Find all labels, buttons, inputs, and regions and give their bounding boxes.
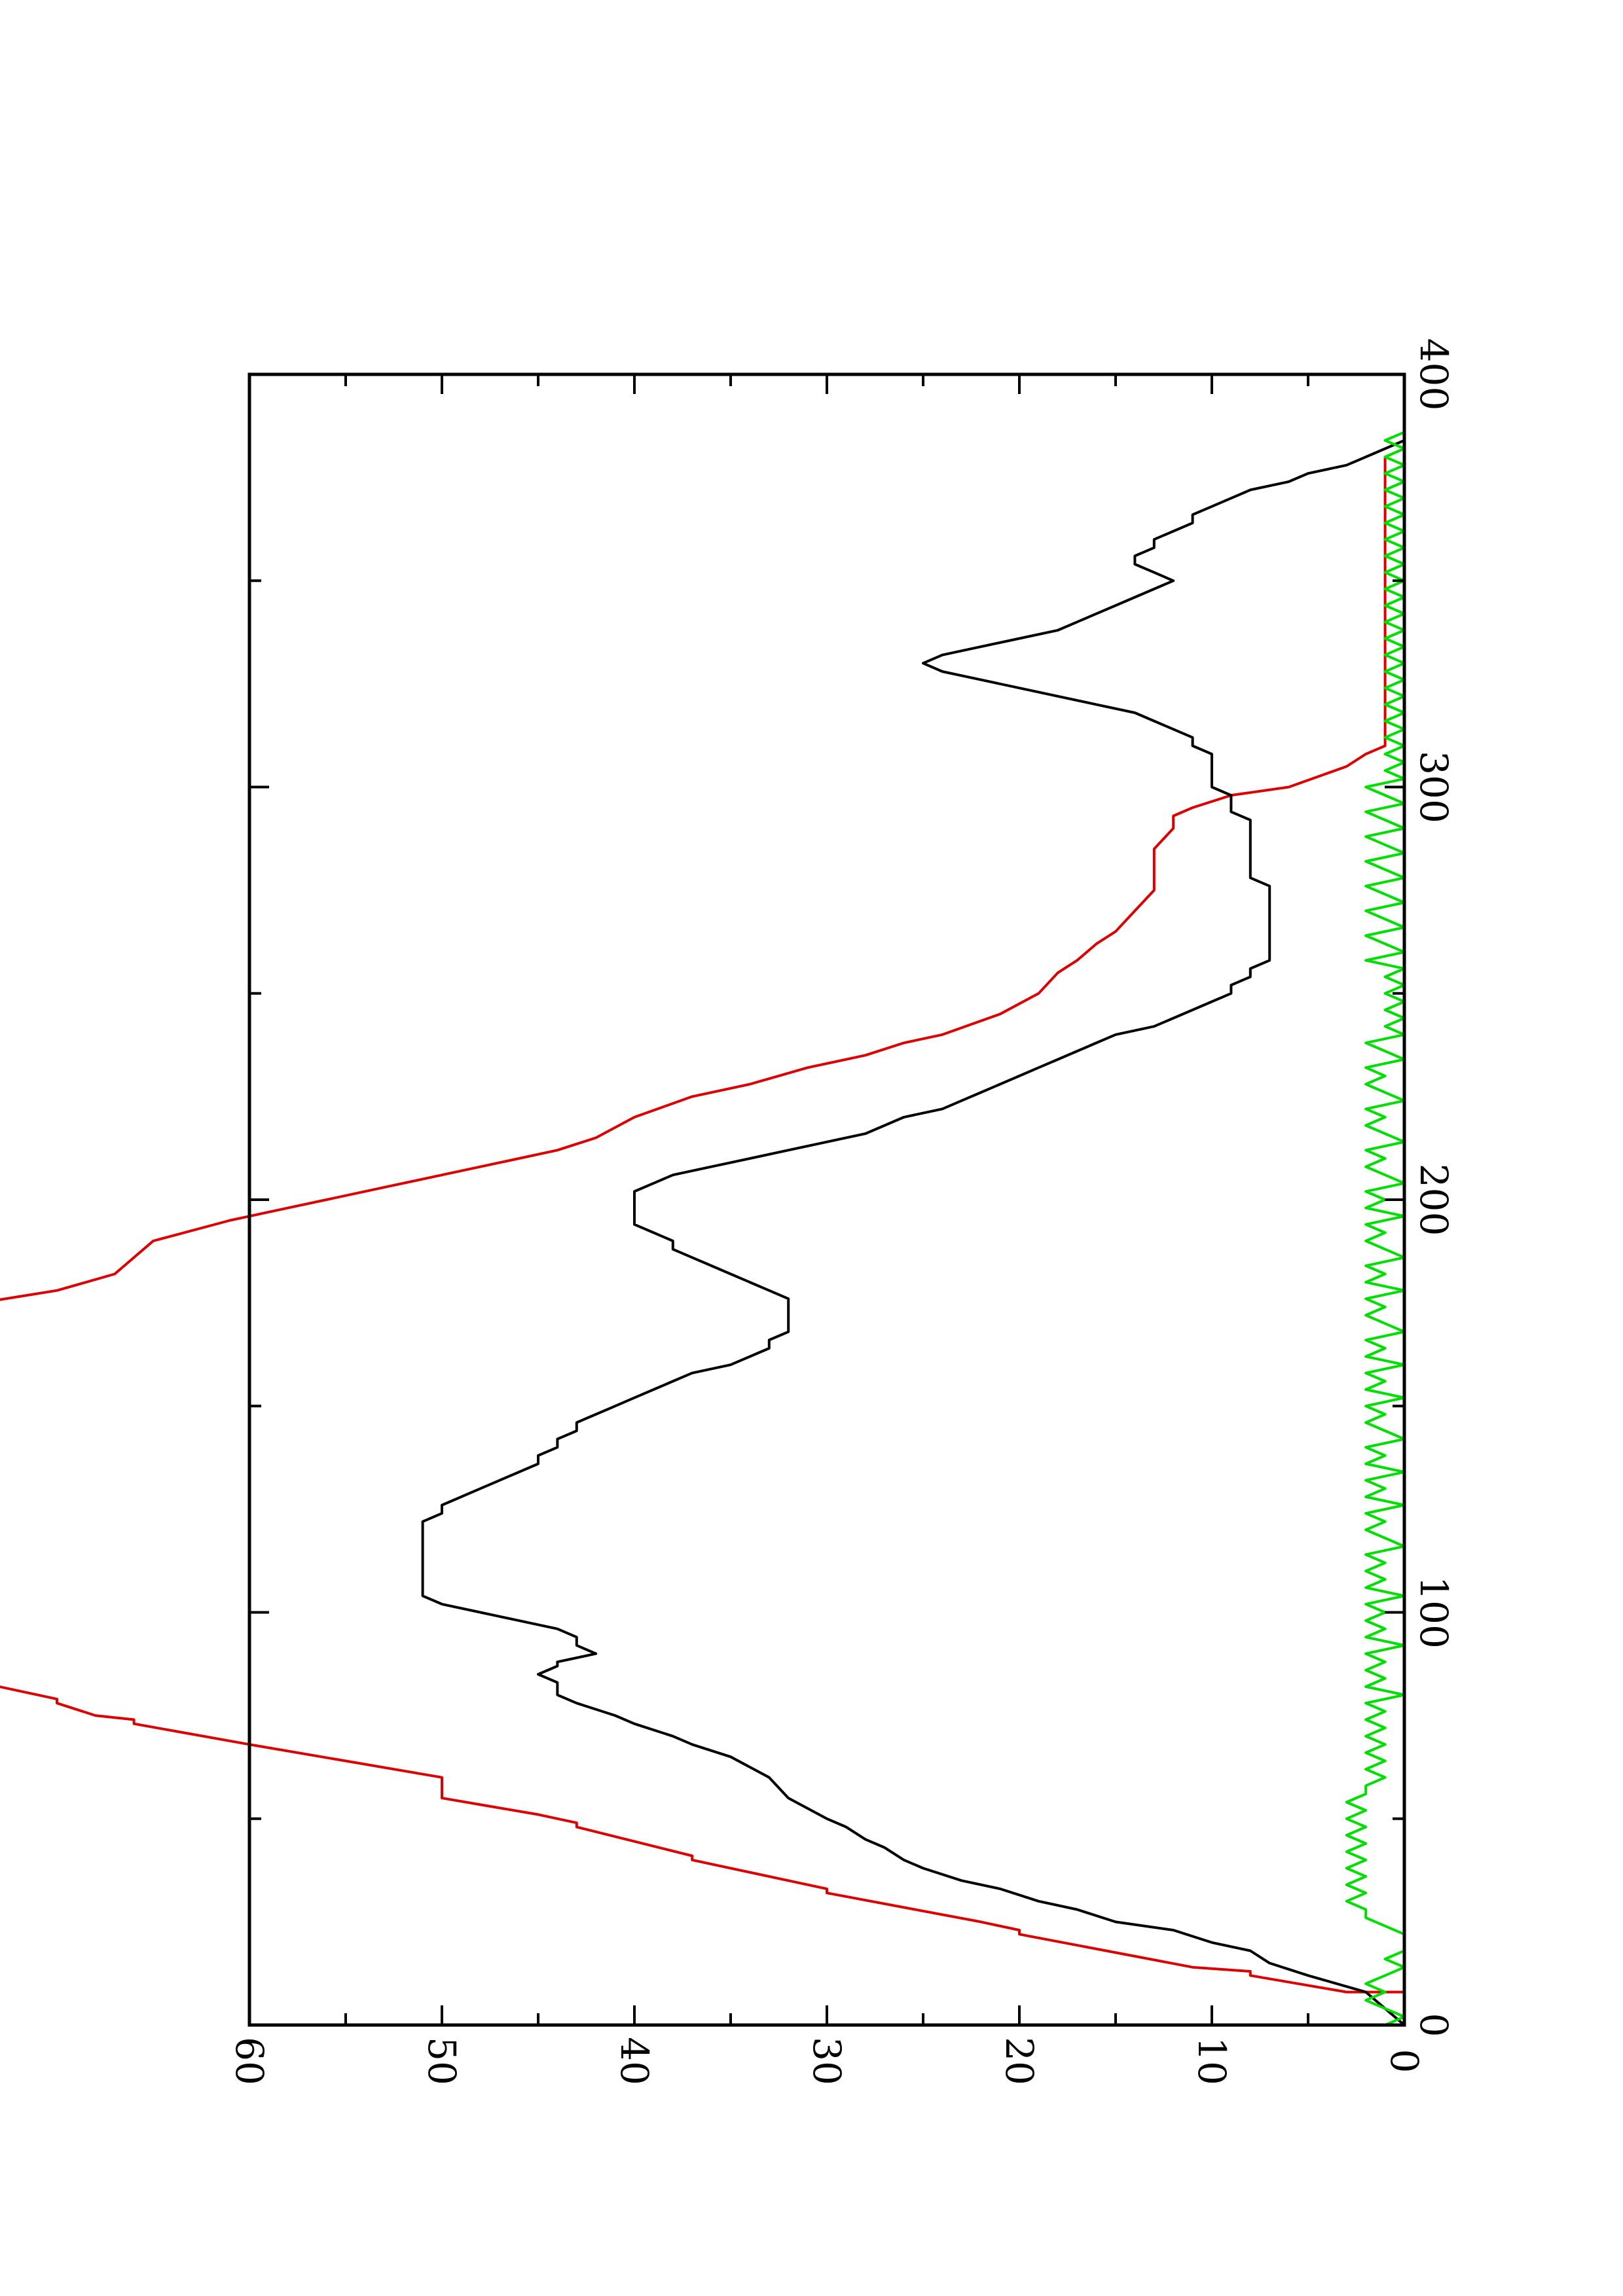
y-tick-label: 30 [805,2037,849,2085]
black-series-line [421,439,1406,2026]
y-tick-label: 20 [997,2037,1042,2085]
y-tick-label: 50 [420,2037,464,2085]
red-series-line [0,457,1406,2025]
y-tick-label: 40 [612,2037,657,2085]
green-series-line [1345,431,1406,2026]
plot-frame [247,372,1406,2027]
x-tick-label: 100 [1412,1576,1456,1649]
x-tick-label: 400 [1412,338,1456,411]
series-layer [0,431,1406,2026]
x-tick-label: 300 [1412,751,1456,823]
x-tick-label: 200 [1412,1164,1456,1236]
x-tick-label: 0 [1412,2013,1456,2037]
y-tick-label: 10 [1190,2037,1234,2085]
tick-labels-layer: 0 100 200 300 400 0 10 20 30 40 50 60 [227,338,1456,2085]
y-tick-label: 60 [227,2037,272,2085]
y-tick-label: 0 [1382,2049,1427,2073]
